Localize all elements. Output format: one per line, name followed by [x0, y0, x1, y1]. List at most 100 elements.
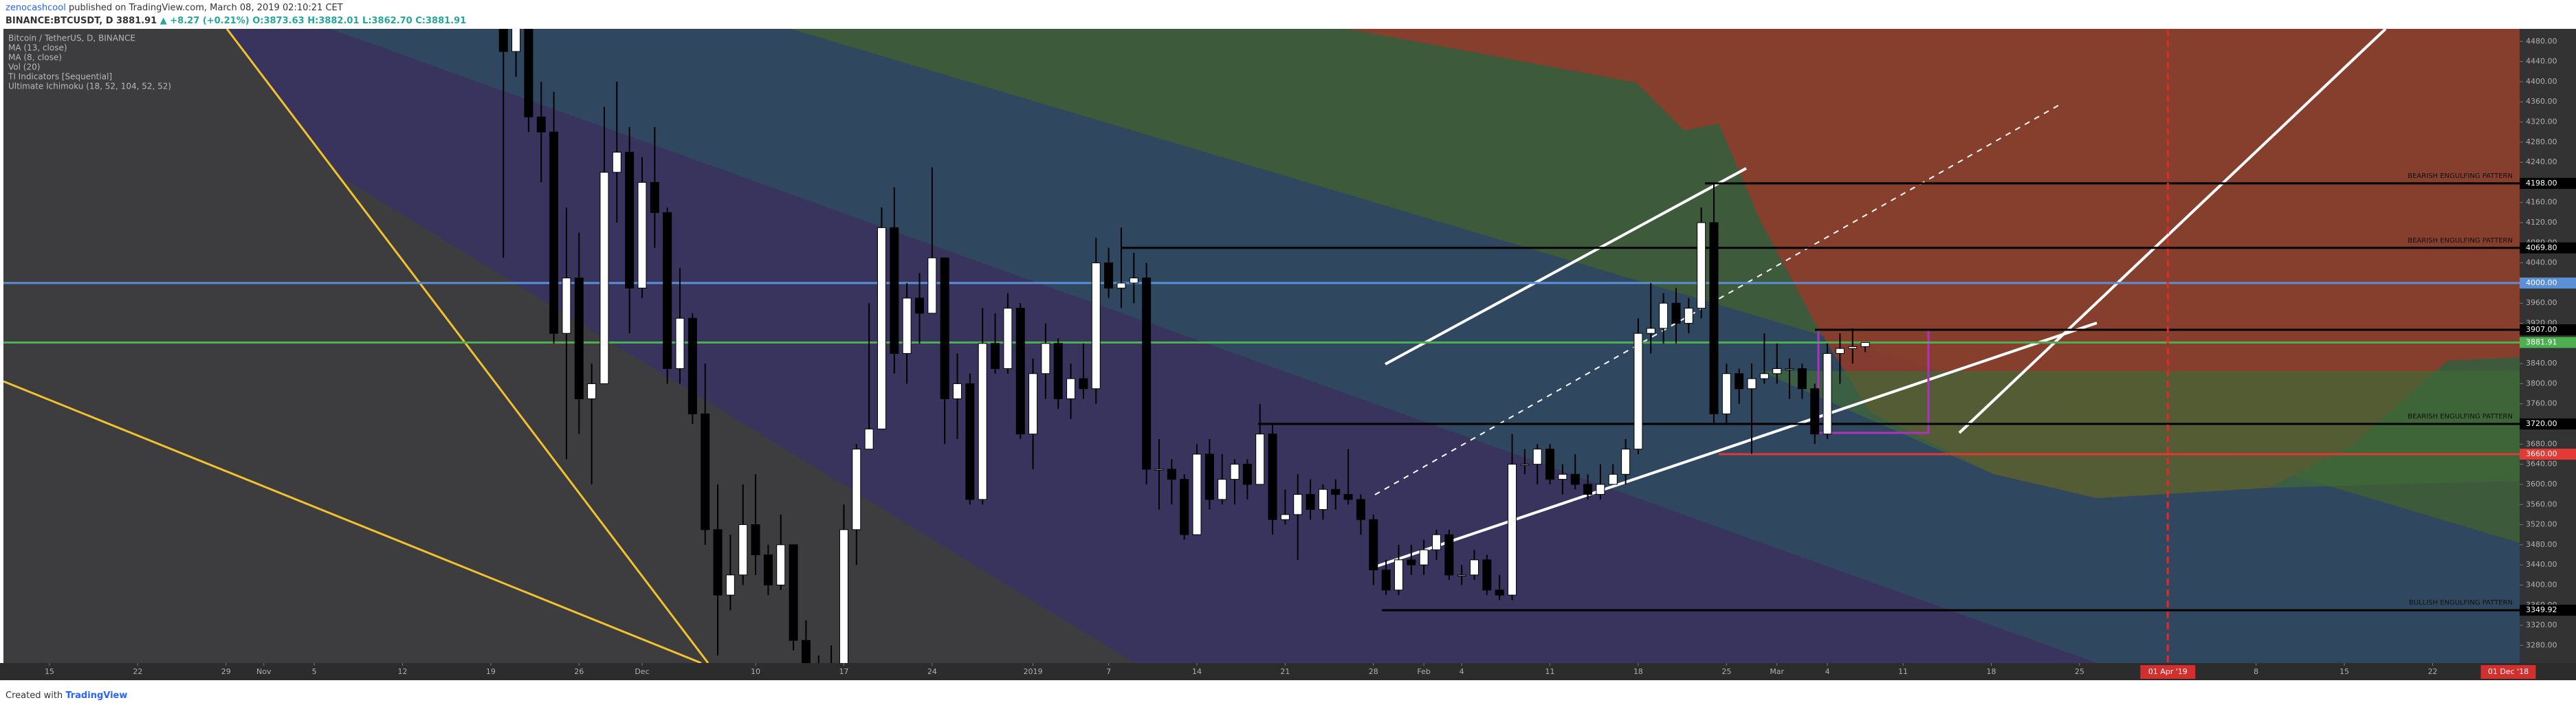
candle-body	[675, 317, 685, 369]
candle-body	[1230, 464, 1240, 480]
candle-body	[991, 343, 1000, 369]
candle-body	[1356, 499, 1365, 520]
header-line: zenocashcool published on TradingView.co…	[5, 3, 343, 13]
candle-body	[1633, 333, 1643, 450]
candle-body	[902, 298, 912, 354]
x-tick-label: 11	[1898, 667, 1908, 676]
level-label-bg	[2520, 337, 2576, 348]
candle-body	[1810, 388, 1820, 435]
level-label-bg	[2520, 418, 2576, 430]
candle-body	[612, 151, 621, 173]
candle-body	[524, 29, 533, 117]
y-tick-label: 3760.00	[2526, 399, 2557, 408]
y-tick-label: 3320.00	[2526, 620, 2557, 629]
y-tick-label: 3640.00	[2526, 460, 2557, 469]
candle-body	[549, 131, 559, 334]
ohlc-high: H:3882.01	[307, 16, 359, 26]
candle-body	[587, 383, 597, 399]
candle-body	[1242, 464, 1252, 485]
candle-body	[953, 383, 962, 399]
level-label-bg	[2520, 324, 2576, 336]
candle-body	[1079, 378, 1088, 390]
candle-body	[1721, 373, 1731, 414]
y-tick-label: 4120.00	[2526, 218, 2557, 227]
x-tick-label: 12	[398, 667, 408, 676]
legend-item: Ultimate Ichimoku (18, 52, 104, 52, 52)	[8, 82, 171, 91]
y-tick-label: 4280.00	[2526, 137, 2557, 146]
x-tick-label: 4	[1825, 667, 1830, 676]
level-label-bg	[2520, 277, 2576, 289]
candle-body	[637, 181, 647, 289]
marker-label-bg	[2480, 665, 2536, 679]
x-tick-label: 22	[133, 667, 142, 676]
candle-body	[890, 227, 899, 354]
candle-body	[776, 544, 786, 585]
candle-body	[1280, 514, 1290, 520]
candle-body	[701, 413, 710, 530]
y-tick-label: 3840.00	[2526, 359, 2557, 368]
candle-body	[599, 172, 609, 384]
y-tick-label: 4320.00	[2526, 117, 2557, 126]
y-tick-label: 4440.00	[2526, 57, 2557, 66]
author[interactable]: zenocashcool	[5, 3, 66, 13]
candle-body	[1823, 352, 1832, 435]
candle-body	[1545, 449, 1555, 480]
candle-body	[1785, 368, 1794, 370]
marker-label: 01 Apr '19	[2148, 667, 2188, 676]
x-tick-label: 5	[312, 667, 317, 676]
marker-label-bg	[2140, 665, 2196, 679]
y-tick-label: 3600.00	[2526, 480, 2557, 489]
x-tick-label: Nov	[256, 667, 272, 676]
candle-body	[498, 29, 508, 52]
candle-body	[1583, 484, 1593, 495]
y-tick-label: 3680.00	[2526, 439, 2557, 448]
y-tick-label: 3400.00	[2526, 580, 2557, 589]
x-tick-label: 7	[1106, 667, 1111, 676]
x-tick-label: 24	[927, 667, 937, 676]
x-tick-label: 29	[221, 667, 231, 676]
candle-body	[1331, 489, 1341, 495]
candle-body	[1457, 574, 1466, 576]
candle-body	[1053, 343, 1063, 399]
candle-body	[1142, 278, 1152, 470]
candle-body	[536, 116, 546, 133]
candle-body	[1003, 308, 1013, 369]
candle-body	[1470, 559, 1479, 576]
legend-item: MA (13, close)	[8, 43, 67, 53]
candle-body	[1759, 373, 1769, 379]
candle-body	[1180, 479, 1189, 535]
level-label: 4000.00	[2526, 278, 2557, 287]
x-tick-label: Dec	[635, 667, 649, 676]
y-tick-label: 3280.00	[2526, 640, 2557, 649]
x-tick-label: 22	[2428, 667, 2437, 676]
candle-body	[1532, 449, 1542, 465]
level-note: BEARISH ENGULFING PATTERN	[2408, 172, 2513, 180]
x-tick-label: 17	[839, 667, 848, 676]
candle-body	[1015, 308, 1025, 435]
x-tick-label: 18	[1987, 667, 1996, 676]
x-tick-label: 14	[1192, 667, 1202, 676]
channel-blue	[330, 29, 2520, 663]
candle-body	[801, 640, 811, 663]
candle-body	[1104, 262, 1114, 289]
candle-body	[763, 554, 773, 585]
trend-line-yellow	[3, 380, 702, 663]
y-tick-label: 3960.00	[2526, 298, 2557, 307]
trend-line-yellow	[225, 29, 709, 663]
candle-body	[1192, 453, 1202, 535]
candle-body	[663, 212, 672, 369]
ohlc-low: L:3862.70	[362, 16, 412, 26]
candle-body	[1482, 559, 1492, 591]
footer-text: Created with	[5, 691, 63, 701]
legend-item: TI Indicators [Sequential]	[8, 72, 112, 82]
footer-brand[interactable]: TradingView	[65, 691, 127, 701]
candle-body	[1709, 222, 1719, 414]
candle-body	[1646, 328, 1655, 334]
candle-body	[1772, 368, 1782, 374]
candle-body	[927, 257, 937, 314]
candle-body	[751, 524, 760, 556]
candle-body	[1848, 346, 1858, 349]
candle-body	[562, 278, 571, 334]
ohlc-open: O:3873.63	[252, 16, 304, 26]
